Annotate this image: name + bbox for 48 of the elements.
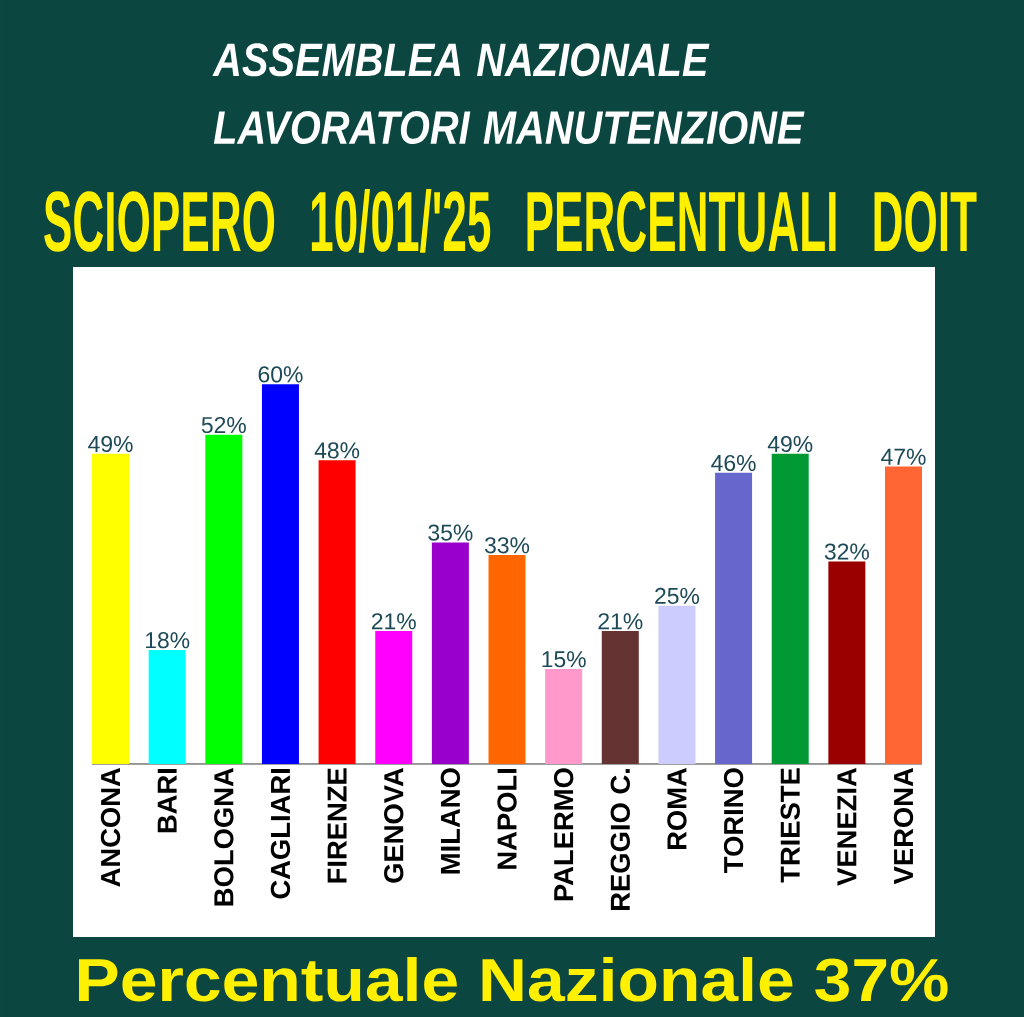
- x-tick-label: TRIESTE: [780, 768, 800, 883]
- bar: [545, 669, 583, 764]
- bar: [885, 466, 922, 764]
- data-label: 49%: [88, 435, 133, 453]
- x-tick-label: BOLOGNA: [214, 767, 234, 906]
- x-tick-label: VERONA: [893, 767, 914, 885]
- data-label: 33%: [484, 537, 530, 554]
- bar: [375, 631, 413, 764]
- chart-title: SCIOPERO 10/01/'25 PERCENTUALI DOIT: [44, 188, 977, 253]
- bar: [431, 542, 469, 764]
- bar: [488, 555, 526, 764]
- x-tick-label: GENOVA: [384, 767, 404, 883]
- x-tick-label: CAGLIARI: [270, 769, 291, 899]
- data-label: 15%: [542, 651, 586, 668]
- data-label: 52%: [201, 416, 246, 434]
- bar: [828, 561, 866, 764]
- bar: [658, 605, 696, 764]
- data-label: 47%: [881, 448, 926, 465]
- bar: [261, 384, 299, 764]
- data-label: 21%: [598, 613, 643, 630]
- x-tick-label: BARI: [157, 769, 177, 833]
- data-label: 35%: [428, 524, 473, 541]
- data-label: 18%: [145, 632, 190, 649]
- x-tick-label: REGGIO C.: [610, 769, 630, 910]
- bar: [601, 631, 639, 764]
- data-label: 48%: [314, 442, 360, 459]
- data-label: 46%: [711, 454, 756, 472]
- text: Percentuale Nazionale 37%: [79, 956, 948, 1002]
- x-tick-label: ROMA: [667, 767, 687, 850]
- bar: [92, 453, 130, 764]
- x-tick-label: VENEZIA: [837, 767, 857, 886]
- x-tick-label: MILANO: [440, 768, 461, 874]
- bar: [205, 434, 243, 764]
- text: ASSEMBLEA NAZIONALE LAVORATORI MANUTENZIONE: [212, 43, 805, 145]
- x-tick-label: PALERMO: [553, 768, 574, 901]
- x-tick-label: FIRENZE: [327, 768, 347, 883]
- bar: [318, 460, 356, 764]
- x-tick-label: ANCONA: [100, 767, 121, 887]
- data-label: 25%: [655, 587, 700, 605]
- bar: [148, 650, 186, 764]
- x-tick-label: NAPOLI: [497, 769, 517, 869]
- x-tick-label: TORINO: [723, 768, 744, 873]
- data-label: 49%: [767, 435, 813, 453]
- data-label: 21%: [371, 613, 416, 630]
- bar: [715, 472, 753, 764]
- bar: [771, 453, 809, 764]
- data-label: 32%: [824, 543, 869, 560]
- data-label: 60%: [258, 366, 303, 383]
